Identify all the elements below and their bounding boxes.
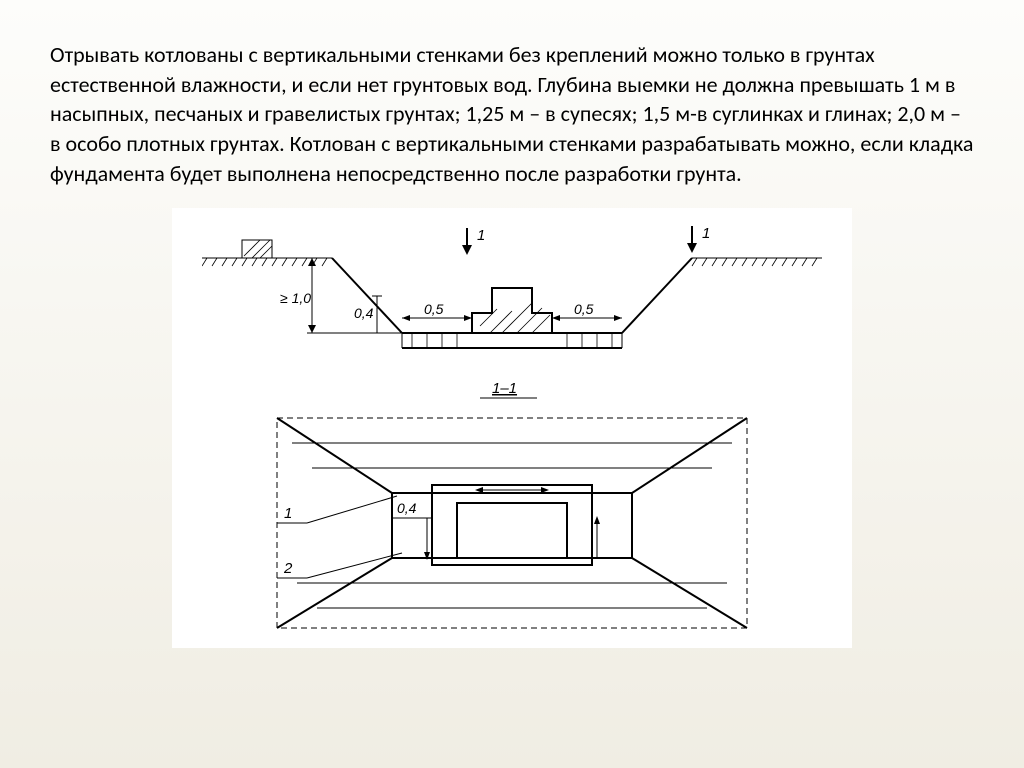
body-paragraph: Отрывать котлованы с вертикальными стенк… [50, 40, 974, 188]
svg-text:0,5: 0,5 [574, 301, 594, 317]
svg-text:1: 1 [284, 505, 292, 522]
svg-text:1: 1 [477, 227, 485, 244]
svg-text:0,5: 0,5 [424, 301, 444, 317]
dim-step: 0,4 [354, 296, 382, 333]
section-label: 1–1 [492, 380, 517, 397]
callout-top-left: 1 [462, 227, 485, 255]
callout-plan-2: 2 [277, 553, 402, 578]
svg-text:1: 1 [702, 225, 710, 242]
excavation-diagram: ≥ 1,0 0,5 0,5 [172, 208, 852, 648]
dim-depth: ≥ 1,0 [280, 258, 402, 333]
slope-left [332, 258, 402, 333]
svg-text:0,4: 0,4 [354, 305, 374, 321]
slope-right [622, 258, 692, 333]
dim-offset-right: 0,5 [552, 301, 622, 321]
figure-container: ≥ 1,0 0,5 0,5 [50, 208, 974, 653]
ground-hatch-right [692, 258, 822, 266]
callout-top-right: 1 [687, 225, 710, 253]
dim-plan-offset: 0,4 [392, 500, 432, 518]
svg-text:≥ 1,0: ≥ 1,0 [280, 290, 311, 306]
callout-plan-1: 1 [277, 496, 397, 523]
pit-bottom [402, 333, 622, 348]
dim-offset-left: 0,5 [402, 301, 472, 321]
footing-block [472, 288, 552, 333]
svg-text:0,4: 0,4 [397, 500, 417, 516]
svg-text:2: 2 [283, 560, 293, 577]
plan-view [277, 418, 747, 628]
